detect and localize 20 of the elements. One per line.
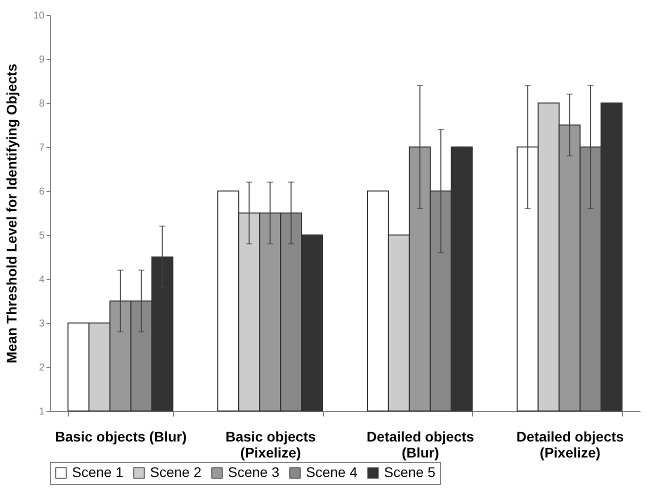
y-tick-label: 8 [38,98,45,110]
x-tick-label: Basic objects (Pixelize) [225,428,316,460]
y-tick-label: 9 [38,54,45,66]
y-tick-label: 2 [38,362,45,374]
y-tick-label: 7 [38,142,45,154]
legend-label: Scene 1 [72,464,124,480]
y-tick-label: 3 [38,318,45,330]
x-tick-label: Basic objects (Blur) [55,428,187,444]
y-tick-label: 4 [38,274,45,286]
y-tick-label: 6 [38,186,45,198]
legend-label: Scene 4 [306,464,358,480]
y-axis-title: Mean Threshold Level for Identifying Objects [3,64,20,364]
y-tick-label: 5 [38,230,45,242]
legend-label: Scene 5 [384,464,436,480]
legend-label: Scene 2 [150,464,202,480]
x-tick-label: Detailed objects (Pixelize) [516,428,624,460]
legend-label: Scene 3 [228,464,280,480]
x-tick-label: Detailed objects (Blur) [366,428,474,460]
y-tick-label: 10 [33,10,45,22]
y-tick-label: 1 [38,406,45,418]
